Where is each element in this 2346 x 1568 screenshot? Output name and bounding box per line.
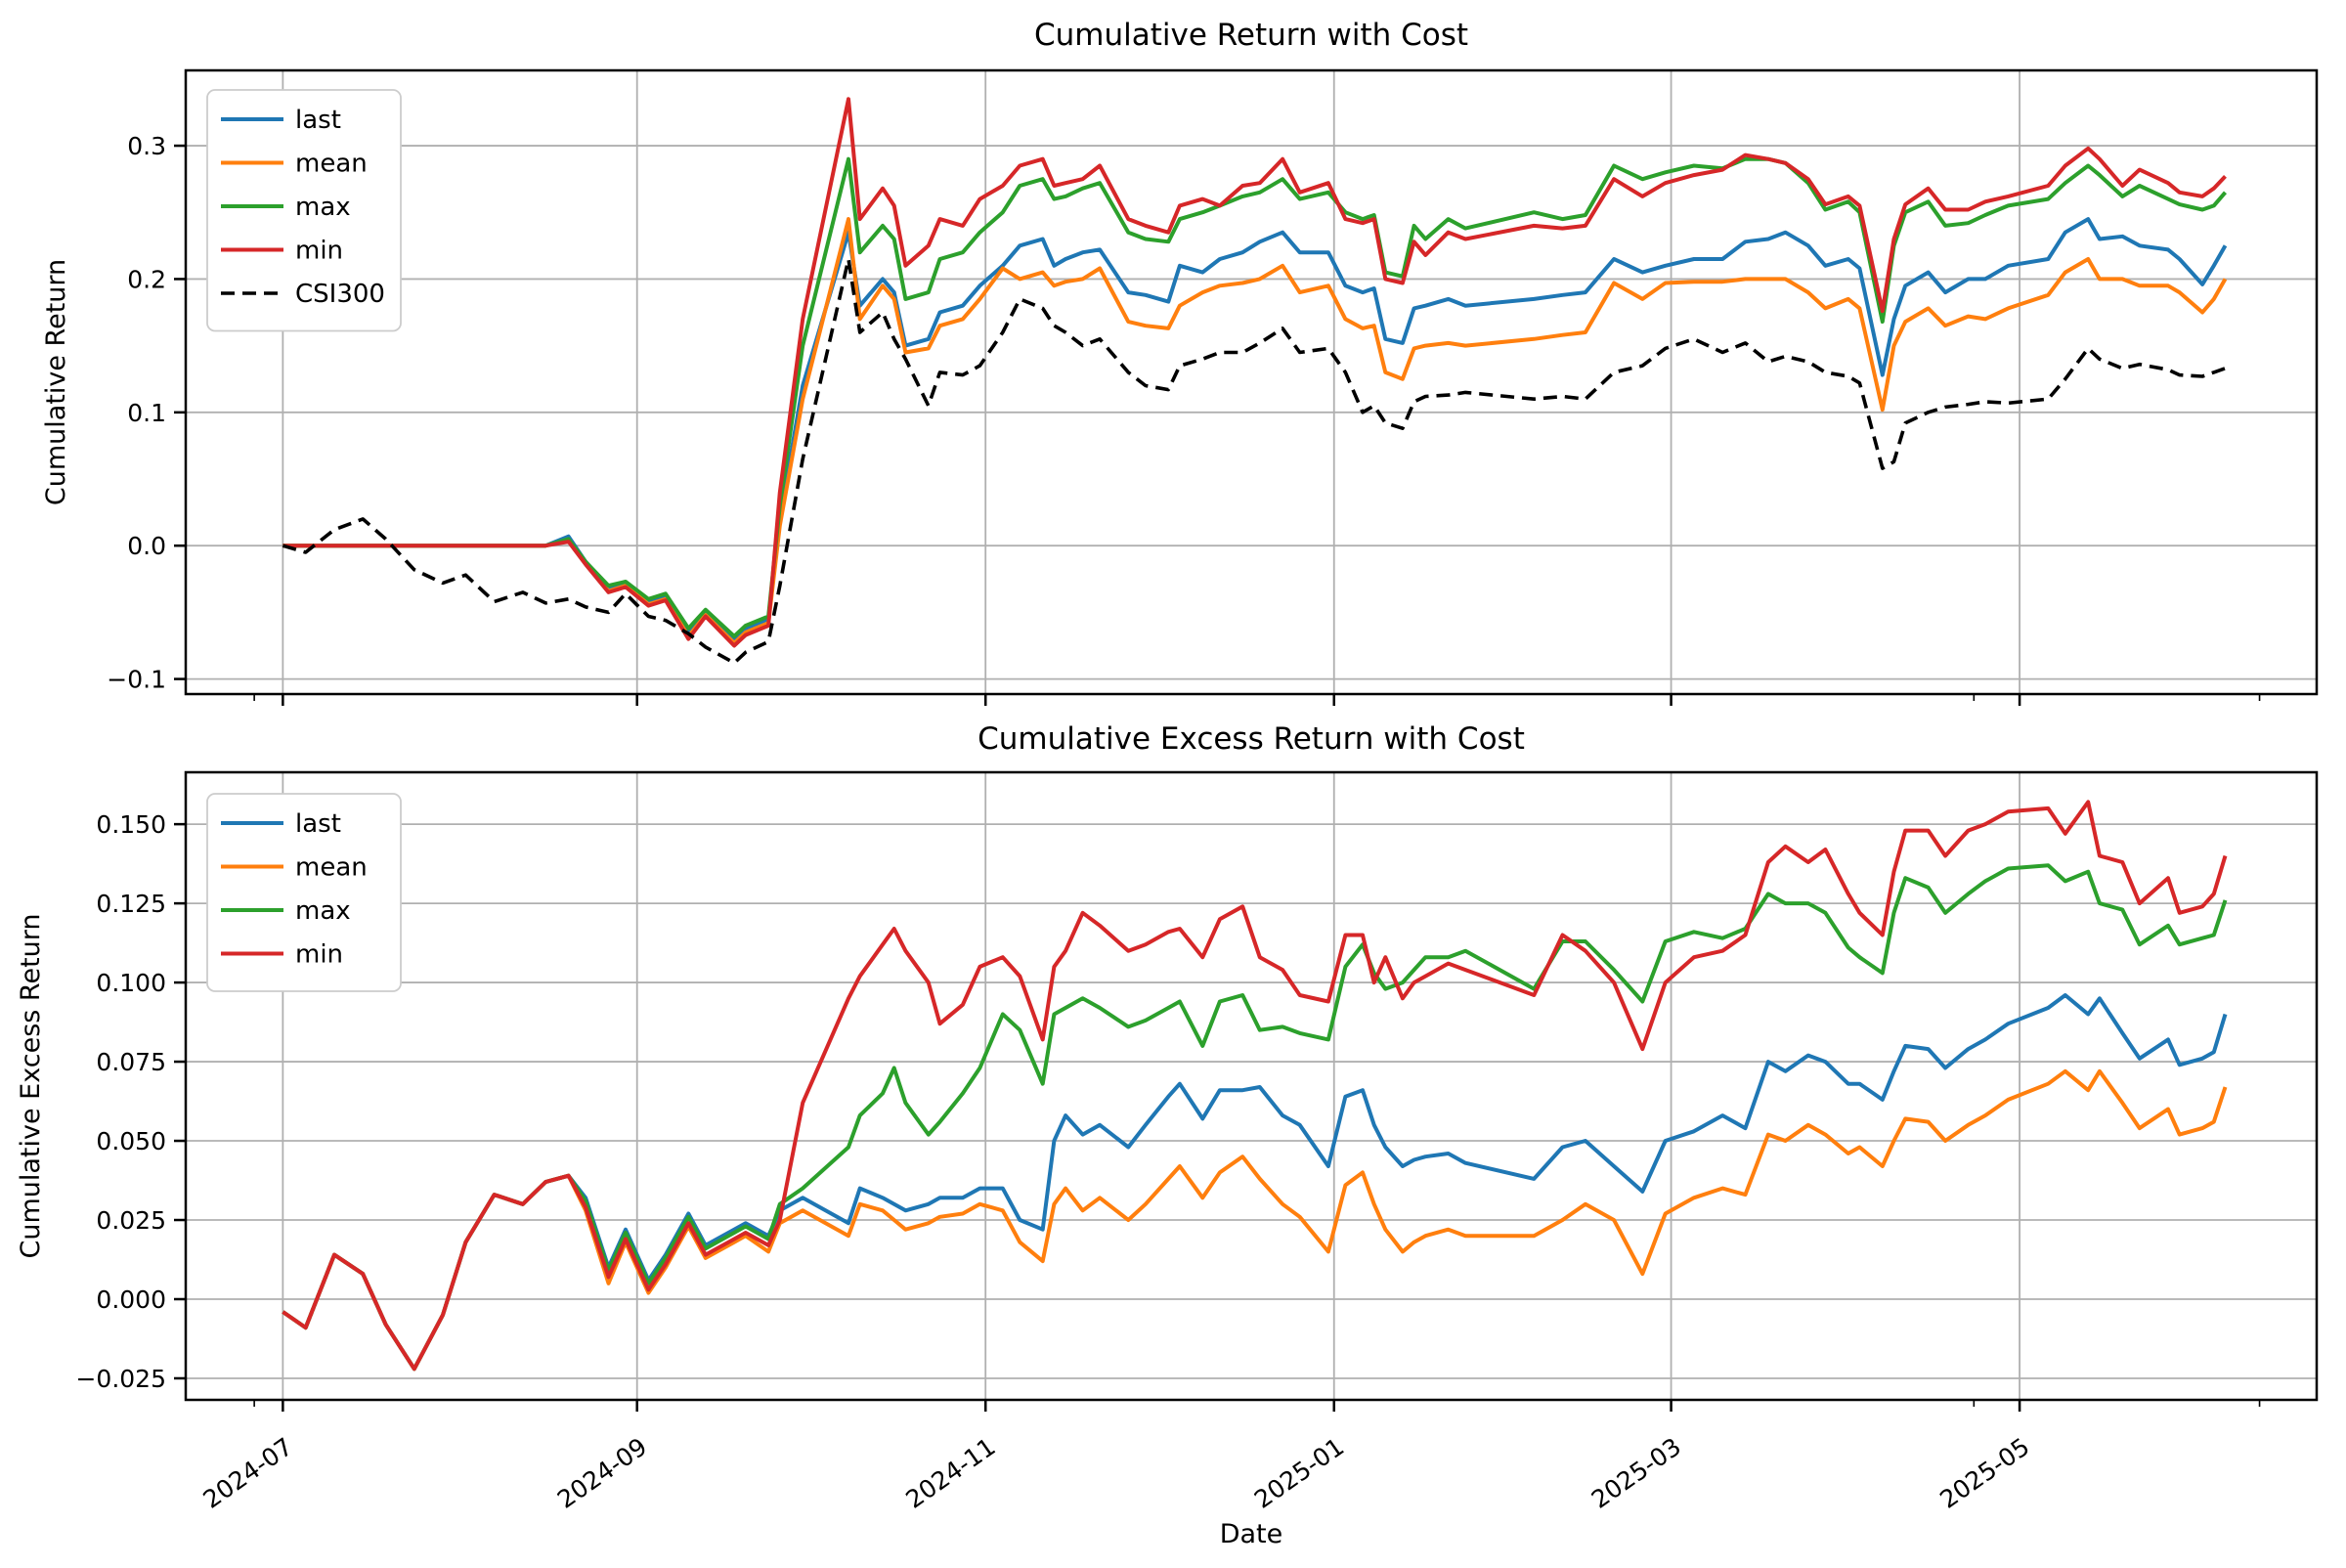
x-tick-label: 2025-01 (1249, 1432, 1349, 1514)
x-tick-label: 2024-11 (900, 1432, 1000, 1514)
series-line-last (282, 217, 2228, 641)
x-tick-label: 2025-05 (1934, 1432, 2034, 1514)
series-line-mean (282, 217, 2228, 645)
legend-box (206, 793, 402, 992)
y-tick-label: 0.2 (127, 265, 166, 293)
y-tick-label: 0.125 (96, 890, 166, 918)
y-tick-label: 0.025 (96, 1206, 166, 1235)
y-tick-label: −0.025 (75, 1365, 166, 1393)
axes-frame (184, 770, 2319, 1402)
bottom-chart-title: Cumulative Excess Return with Cost (978, 721, 1525, 757)
series-line-CSI300 (282, 257, 2227, 666)
legend-label-last: last (295, 809, 341, 839)
legend-label-CSI300: CSI300 (295, 280, 385, 309)
y-tick-label: 0.050 (96, 1127, 166, 1155)
series-line-min (282, 97, 2227, 648)
legend-label-last: last (295, 106, 341, 135)
x-tick-label: 2025-03 (1586, 1432, 1686, 1514)
legend-label-max: max (295, 193, 351, 222)
x-tick-label: 2024-07 (198, 1432, 298, 1514)
series-line-min (282, 800, 2228, 1372)
x-tick-label: 2024-09 (552, 1432, 652, 1514)
top-chart-ylabel: Cumulative Return (41, 259, 71, 505)
legend-label-min: min (295, 940, 343, 970)
top-chart-title: Cumulative Return with Cost (1034, 18, 1468, 53)
legend-label-min: min (295, 237, 343, 266)
y-tick-label: 0.0 (127, 532, 166, 560)
bottom-chart: 0.150 0.125 0.100 0.075 0.050 0.025 0.000 −0.02… (75, 770, 2319, 1514)
y-tick-label: 0.000 (96, 1285, 166, 1314)
legend-label-mean: mean (295, 853, 368, 883)
legend-label-mean: mean (295, 150, 368, 179)
legend-box (206, 89, 402, 332)
series-line-max (282, 156, 2228, 638)
y-tick-label: 0.3 (127, 132, 166, 160)
bottom-chart-ylabel: Cumulative Excess Return (16, 913, 46, 1258)
y-tick-label: 0.075 (96, 1048, 166, 1076)
axes-frame (184, 68, 2319, 696)
series-line-max (282, 863, 2228, 1372)
x-axis-label: Date (1220, 1519, 1283, 1549)
y-tick-label: 0.1 (127, 399, 166, 427)
legend-label-max: max (295, 896, 351, 926)
y-tick-label: −0.1 (107, 666, 166, 694)
y-tick-label: 0.100 (96, 969, 166, 997)
y-tick-label: 0.150 (96, 810, 166, 839)
top-chart: 0.3 0.2 0.1 0.0 −0.1 last mean max min CSI300 (107, 68, 2319, 706)
